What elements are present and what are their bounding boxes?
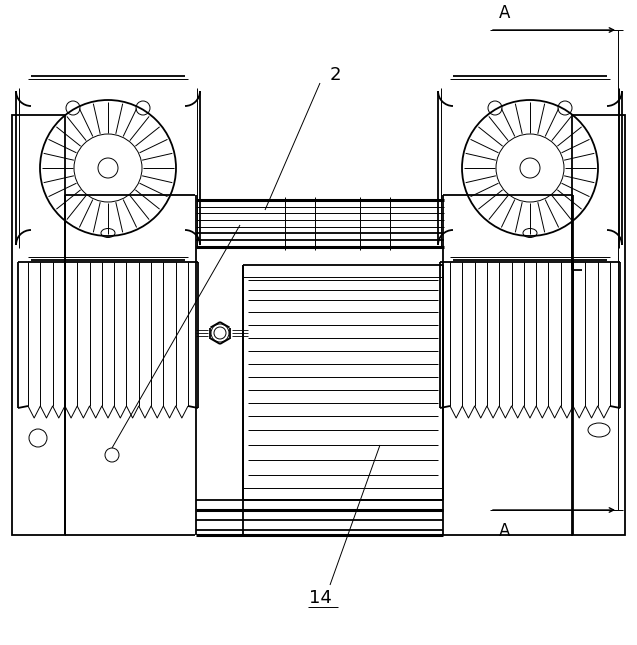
Text: 14: 14 — [308, 589, 331, 607]
Bar — [572, 115, 625, 535]
Text: 2: 2 — [329, 66, 341, 84]
Bar — [12, 115, 65, 535]
Text: A: A — [499, 522, 511, 540]
Text: A: A — [499, 4, 511, 22]
